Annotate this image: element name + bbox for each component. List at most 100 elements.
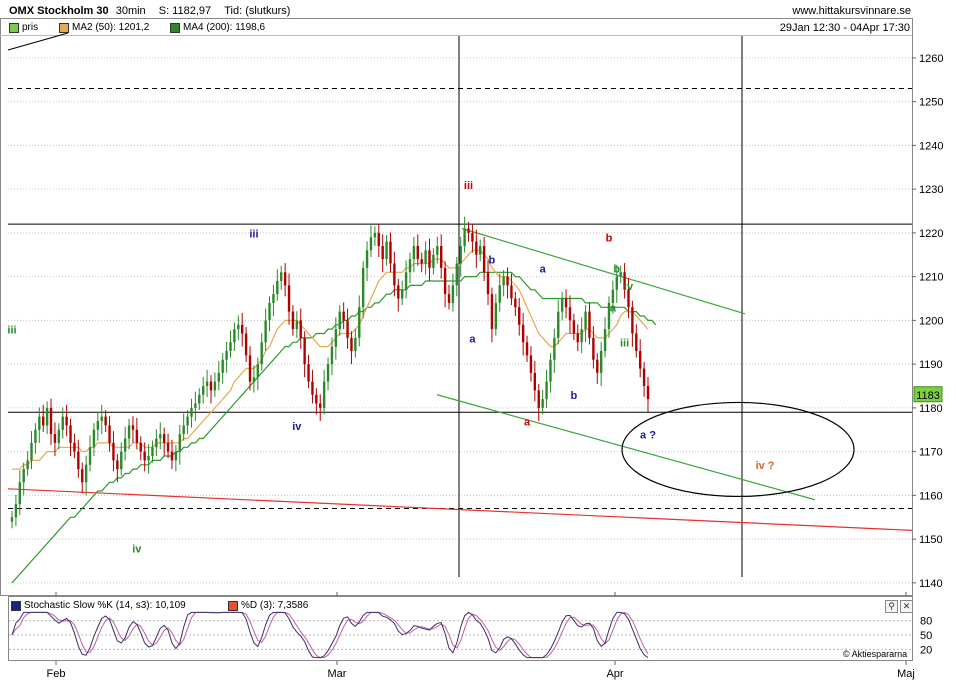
price-candle <box>291 311 295 330</box>
legend-stoch-d[interactable]: %D (3): 7,3586 <box>228 600 308 611</box>
legend-stoch-k[interactable]: Stochastic Slow %K (14, s3): 10,109 <box>11 600 186 611</box>
y-tick-label: 1250 <box>919 97 943 109</box>
price-candle <box>248 355 252 382</box>
legend-swatch-icon <box>228 600 238 611</box>
chart-header: OMX Stockholm 30 30min S: 1182,97 Tid: (… <box>9 5 290 17</box>
price-candle <box>159 434 162 439</box>
price-candle <box>514 298 517 308</box>
price-candle <box>358 307 361 338</box>
price-candle <box>84 464 88 483</box>
price-candle <box>389 241 392 264</box>
legend-swatch-icon <box>11 600 21 611</box>
price-candle <box>147 456 150 461</box>
stoch-tick-label: 50 <box>920 630 932 642</box>
price-candle <box>615 276 618 290</box>
y-tick-label: 1190 <box>919 359 943 371</box>
price-candle <box>123 438 127 452</box>
price-candle <box>217 372 220 382</box>
price-candle <box>635 333 638 351</box>
price-candle <box>455 263 459 286</box>
price-candle <box>319 403 322 408</box>
price-candle <box>440 246 443 268</box>
price-candle <box>631 307 634 334</box>
last-price-label: 1183 <box>916 390 940 402</box>
price-candle <box>155 438 158 448</box>
legend-ma50[interactable]: MA2 (50): 1201,2 <box>59 22 149 33</box>
zoom-icon[interactable]: ⚲ <box>885 600 898 613</box>
price-candle <box>486 272 490 295</box>
price-candle <box>81 469 84 483</box>
legend-swatch-icon <box>9 22 19 33</box>
price-candle <box>428 250 431 268</box>
price-candle <box>482 246 486 273</box>
price-candle <box>299 320 302 338</box>
last-price-text: S: 1182,97 <box>158 5 212 17</box>
wave-label: iv <box>292 421 302 433</box>
price-candle <box>237 324 240 330</box>
price-candle <box>303 337 306 365</box>
price-candle <box>369 237 373 251</box>
x-tick-label: Maj <box>897 668 915 680</box>
price-candle <box>73 442 76 452</box>
price-candle <box>198 394 201 404</box>
price-candle <box>61 416 64 430</box>
wave-label: b <box>606 233 613 245</box>
price-candle <box>65 416 68 426</box>
price-candle <box>260 342 263 365</box>
price-candle <box>385 241 388 260</box>
y-tick-label: 1230 <box>919 184 943 196</box>
price-candle <box>334 329 338 347</box>
ma200-line <box>11 271 657 584</box>
price-candle <box>213 381 217 391</box>
price-candle <box>166 442 170 452</box>
price-candle <box>576 333 579 343</box>
support-trendline <box>7 488 913 531</box>
price-candle <box>178 434 181 452</box>
price-candle <box>311 381 314 395</box>
wave-label: iv ? <box>756 460 775 472</box>
price-candle <box>377 232 380 246</box>
price-candle <box>268 302 271 321</box>
price-candle <box>209 381 213 391</box>
channel-upper-line <box>461 227 746 315</box>
legend-label: pris <box>22 22 39 33</box>
price-candle <box>393 263 396 286</box>
wave-label: b <box>489 255 496 267</box>
legend-pris[interactable]: pris <box>9 22 38 33</box>
wave-label: a <box>524 416 531 428</box>
interval-label: 30min <box>115 5 146 17</box>
time-text: Tid: (slutkurs) <box>224 5 291 17</box>
price-candle <box>170 451 174 461</box>
price-candle <box>186 416 189 426</box>
price-candle <box>143 451 146 461</box>
stoch-k-line <box>11 611 649 659</box>
price-candle <box>162 434 166 443</box>
price-candle <box>623 272 626 290</box>
x-tick-label: Mar <box>328 668 347 680</box>
target-zone-ellipse <box>621 401 855 498</box>
price-candle <box>400 289 404 299</box>
price-candle <box>287 285 291 312</box>
instrument-name: OMX Stockholm 30 <box>9 5 109 17</box>
close-icon[interactable]: ✕ <box>900 600 913 613</box>
price-candle <box>471 232 474 242</box>
price-candle <box>502 276 505 286</box>
price-candle <box>49 407 53 435</box>
legend-ma200[interactable]: MA4 (200): 1198,6 <box>170 22 265 33</box>
price-candle <box>537 390 540 408</box>
price-candle <box>315 394 318 404</box>
price-candle <box>38 416 41 430</box>
price-candle <box>326 364 330 382</box>
y-tick-label: 1200 <box>919 315 943 327</box>
wave-label: a <box>610 303 617 315</box>
y-tick-label: 1150 <box>919 534 943 546</box>
price-candle <box>432 254 435 268</box>
plot-frame <box>0 18 913 596</box>
legend-swatch-icon <box>170 22 180 33</box>
price-candle <box>104 416 107 426</box>
price-candle <box>264 320 267 343</box>
price-candle <box>221 359 224 373</box>
price-candle <box>506 276 509 286</box>
website-link[interactable]: www.hittakursvinnare.se <box>792 5 911 17</box>
